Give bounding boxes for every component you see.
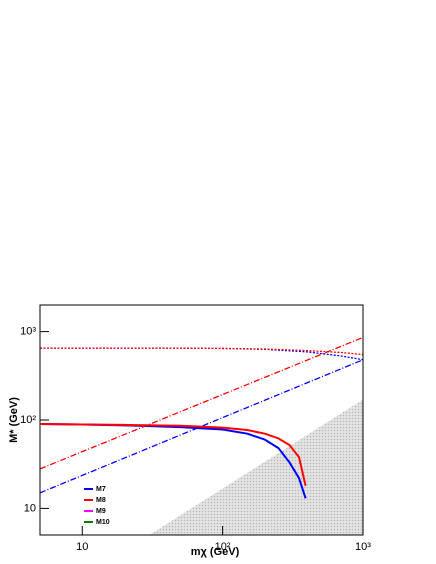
curve: [39, 423, 307, 487]
legend-label: M8: [96, 497, 106, 504]
x-tick-label: 10: [76, 541, 88, 553]
y-tick-label: 10: [24, 502, 36, 514]
x-tick-label: 10³: [355, 541, 371, 553]
x-tick-label: 10²: [215, 541, 231, 553]
legend-label: M10: [96, 519, 110, 526]
curve: [39, 359, 364, 494]
excluded-region: [149, 399, 363, 535]
x-axis-title: mχ (GeV): [191, 546, 240, 558]
curve: [40, 347, 364, 361]
y-tick-label: 10²: [20, 414, 36, 426]
legend-label: M9: [96, 508, 106, 515]
y-tick-label: 10³: [20, 326, 36, 338]
y-axis-title: M* (GeV): [8, 397, 20, 443]
curve: [39, 336, 364, 470]
curve: [40, 347, 364, 356]
legend-label: M7: [96, 486, 106, 493]
